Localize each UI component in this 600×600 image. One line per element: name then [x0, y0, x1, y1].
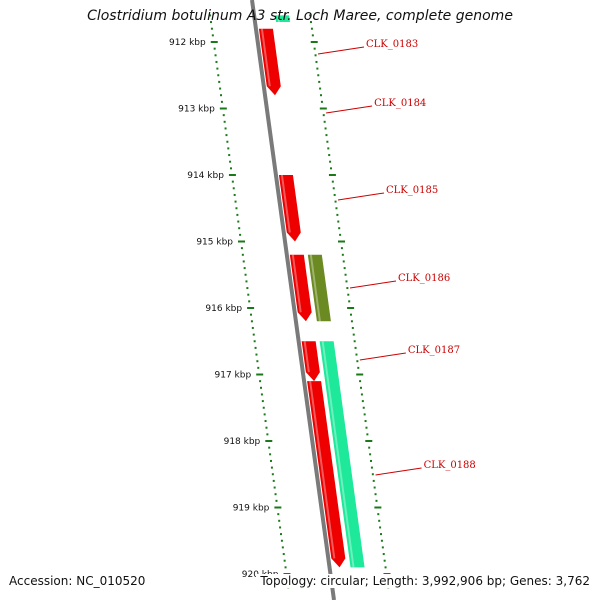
tick-label: 915 kbp [196, 238, 233, 248]
tick-label: 912 kbp [169, 38, 206, 48]
gene-highlight [291, 254, 302, 313]
gene-highlight [277, 15, 281, 23]
gene-feature[interactable] [301, 341, 320, 382]
accession-label: Accession: NC_010520 [9, 574, 146, 588]
genome-stats: Topology: circular; Length: 3,992,906 bp… [256, 574, 590, 588]
gene-labels: CLK_0183 CLK_0184 CLK_0185 CLK_0186 CLK_0187… [317, 39, 476, 476]
gene-label[interactable]: CLK_0183 [366, 39, 418, 50]
gene-highlight [260, 28, 271, 87]
tick-label: 913 kbp [178, 105, 215, 115]
gene-leader-line [337, 192, 385, 201]
tick-marks: 912 kbp 913 kbp 914 kbp 915 kbp 916 kbp 917 k… [169, 14, 391, 589]
tick-label: 919 kbp [233, 504, 270, 514]
genome-title: Clostridium botulinum A3 str. Loch Maree… [87, 8, 513, 24]
gene-feature[interactable] [319, 341, 365, 568]
gene-feature[interactable] [289, 254, 312, 322]
gene-highlight [309, 381, 336, 559]
tick-label: 916 kbp [205, 304, 242, 314]
gene-feature[interactable] [278, 175, 301, 242]
gene-highlight [280, 174, 291, 233]
gene-highlight [303, 341, 310, 373]
gene-label[interactable]: CLK_0186 [398, 273, 450, 284]
gene-leader-line [359, 352, 406, 361]
gene-features [258, 15, 365, 568]
gene-feature[interactable] [275, 15, 291, 23]
genome-backbone [250, 0, 336, 600]
tick-label: 918 kbp [224, 437, 261, 447]
gene-label[interactable]: CLK_0184 [374, 98, 426, 109]
gene-leader-line [349, 280, 397, 289]
gene-feature[interactable] [307, 381, 346, 568]
gene-feature[interactable] [258, 28, 281, 96]
gene-highlight [321, 341, 355, 568]
gene-feature[interactable] [307, 254, 331, 322]
gene-leader-line [317, 46, 365, 55]
gene-highlight [309, 254, 321, 322]
tick-label: 917 kbp [215, 371, 252, 381]
gene-leader-line [326, 105, 373, 114]
gene-label[interactable]: CLK_0187 [408, 345, 460, 356]
tick-label: 914 kbp [187, 171, 224, 181]
gene-leader-line [375, 467, 422, 476]
gene-label[interactable]: CLK_0188 [424, 460, 476, 471]
gene-label[interactable]: CLK_0185 [386, 185, 438, 196]
